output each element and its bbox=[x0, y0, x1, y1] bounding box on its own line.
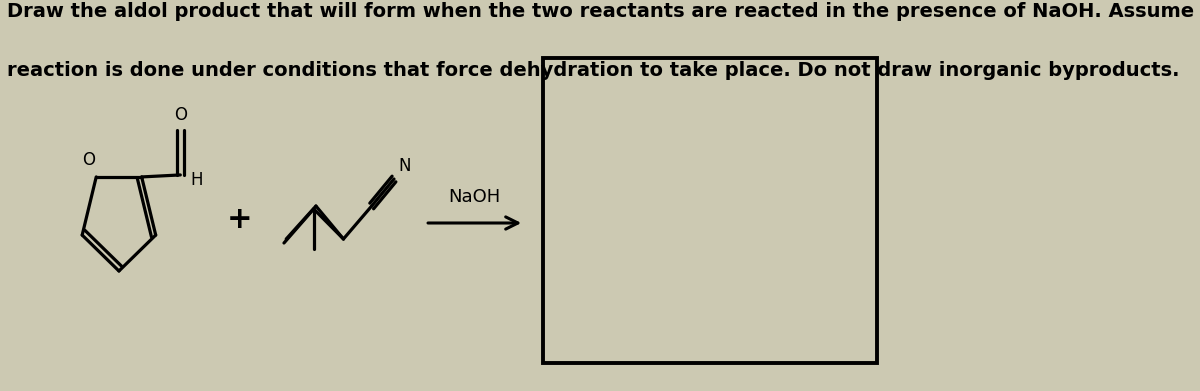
Text: O: O bbox=[174, 106, 187, 124]
Text: Draw the aldol product that will form when the two reactants are reacted in the : Draw the aldol product that will form wh… bbox=[7, 2, 1200, 21]
Text: NaOH: NaOH bbox=[449, 188, 500, 206]
Text: +: + bbox=[227, 204, 252, 233]
Text: O: O bbox=[83, 151, 95, 169]
Text: H: H bbox=[190, 171, 203, 189]
Text: reaction is done under conditions that force dehydration to take place. Do not d: reaction is done under conditions that f… bbox=[7, 61, 1180, 80]
Bar bbox=[542, 58, 877, 363]
Text: N: N bbox=[398, 157, 410, 175]
